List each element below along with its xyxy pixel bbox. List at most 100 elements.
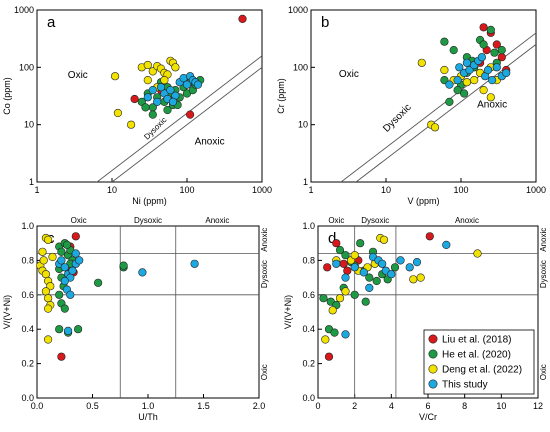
y-tick-label: 0.2 bbox=[21, 359, 34, 369]
data-point bbox=[43, 335, 53, 344]
data-point bbox=[341, 287, 350, 296]
data-point bbox=[57, 352, 66, 361]
data-point bbox=[55, 325, 64, 334]
region-label-anoxic: Anoxic bbox=[477, 99, 507, 110]
data-point bbox=[479, 23, 488, 32]
x-tick-label: 1.0 bbox=[142, 401, 155, 411]
data-point bbox=[163, 105, 172, 115]
x-tick-label: 10 bbox=[496, 401, 506, 411]
data-point bbox=[409, 275, 418, 284]
data-point bbox=[486, 25, 495, 35]
boundary-line bbox=[96, 55, 262, 182]
y-tick-label: 0.4 bbox=[302, 324, 315, 334]
data-point bbox=[453, 85, 462, 95]
boundary-line bbox=[355, 44, 536, 182]
data-point bbox=[148, 85, 157, 95]
x-axis-label: U/Th bbox=[138, 412, 158, 422]
x-tick-label: 12 bbox=[533, 401, 543, 411]
data-point bbox=[442, 240, 451, 249]
right-region-label: Anoxic bbox=[539, 228, 548, 252]
data-point bbox=[330, 328, 339, 337]
y-tick-label: 1000 bbox=[288, 5, 308, 15]
data-point bbox=[156, 83, 166, 92]
y-axis-label: V/(V+Ni) bbox=[2, 295, 12, 329]
data-point bbox=[148, 110, 157, 119]
data-point bbox=[186, 110, 195, 119]
y-tick-label: 1.0 bbox=[21, 221, 34, 231]
right-region-label: Dysoxic bbox=[260, 260, 269, 288]
series-this-study bbox=[445, 53, 511, 89]
data-point bbox=[60, 304, 69, 313]
data-point bbox=[73, 325, 83, 334]
region-label-oxic: Oxic bbox=[339, 69, 359, 80]
y-tick-label: 0.6 bbox=[302, 290, 315, 300]
data-point bbox=[341, 330, 350, 339]
x-tick-label: 2.0 bbox=[253, 401, 266, 411]
panel-d: 0 2 4 6 8 10 12 0.0 0.2 0.4 0.6 0.8 1.0 V/Cr V/(V+Ni) d… bbox=[283, 216, 548, 422]
data-point bbox=[341, 273, 350, 282]
data-point bbox=[321, 335, 330, 344]
data-point bbox=[484, 65, 493, 75]
data-point bbox=[497, 45, 506, 55]
data-point bbox=[486, 93, 495, 102]
data-point bbox=[43, 294, 53, 303]
x-tick-label: 100 bbox=[179, 185, 194, 195]
y-tick-label: 0.4 bbox=[21, 324, 34, 334]
data-point bbox=[502, 68, 511, 77]
data-point bbox=[127, 120, 136, 129]
data-point bbox=[430, 123, 440, 132]
data-point bbox=[405, 263, 414, 272]
data-point bbox=[350, 251, 359, 260]
data-point bbox=[171, 63, 180, 72]
data-point bbox=[332, 239, 341, 248]
boundary-line bbox=[111, 66, 262, 182]
legend-marker bbox=[428, 364, 438, 374]
boundary-lines bbox=[96, 55, 262, 182]
legend-marker bbox=[428, 334, 438, 344]
data-point bbox=[356, 239, 365, 248]
data-point bbox=[43, 235, 53, 244]
data-point bbox=[71, 249, 80, 258]
data-point bbox=[396, 256, 405, 265]
data-point bbox=[55, 290, 64, 299]
data-point bbox=[453, 75, 462, 85]
series-deng-et-al-2022- bbox=[321, 233, 482, 344]
data-point bbox=[479, 85, 488, 95]
x-tick-label: 100 bbox=[453, 185, 468, 195]
legend-label: This study bbox=[442, 380, 488, 391]
data-point bbox=[148, 67, 157, 76]
panel-label: d bbox=[328, 230, 336, 247]
data-point bbox=[143, 93, 152, 102]
data-point bbox=[465, 65, 474, 75]
data-point bbox=[492, 40, 501, 49]
data-point bbox=[48, 252, 57, 262]
data-point bbox=[57, 256, 66, 265]
x-tick-label: 0.0 bbox=[31, 401, 44, 411]
data-point bbox=[365, 283, 374, 293]
y-tick-label: 1 bbox=[303, 177, 308, 187]
x-tick-label: 10 bbox=[381, 185, 391, 195]
y-tick-label: 1000 bbox=[14, 5, 34, 15]
y-tick-label: 100 bbox=[293, 62, 308, 72]
right-region-label: Dysoxic bbox=[539, 260, 548, 288]
x-tick-label: 6 bbox=[425, 401, 430, 411]
data-point bbox=[390, 263, 400, 272]
plot-frame bbox=[310, 9, 537, 183]
y-tick-label: 0.8 bbox=[302, 255, 315, 265]
y-tick-label: 0.2 bbox=[302, 359, 315, 369]
data-point bbox=[193, 80, 203, 89]
data-point bbox=[445, 97, 454, 106]
data-point bbox=[66, 290, 75, 299]
data-point bbox=[343, 266, 352, 275]
legend-marker bbox=[428, 349, 438, 359]
data-point bbox=[41, 287, 51, 296]
data-point bbox=[332, 259, 341, 268]
y-tick-label: 100 bbox=[19, 62, 34, 72]
x-axis-label: V/Cr bbox=[419, 412, 437, 422]
data-point bbox=[43, 304, 53, 313]
data-point bbox=[372, 276, 381, 286]
y-tick-label: 0.8 bbox=[21, 255, 34, 265]
top-region-label: Oxic bbox=[328, 216, 344, 225]
